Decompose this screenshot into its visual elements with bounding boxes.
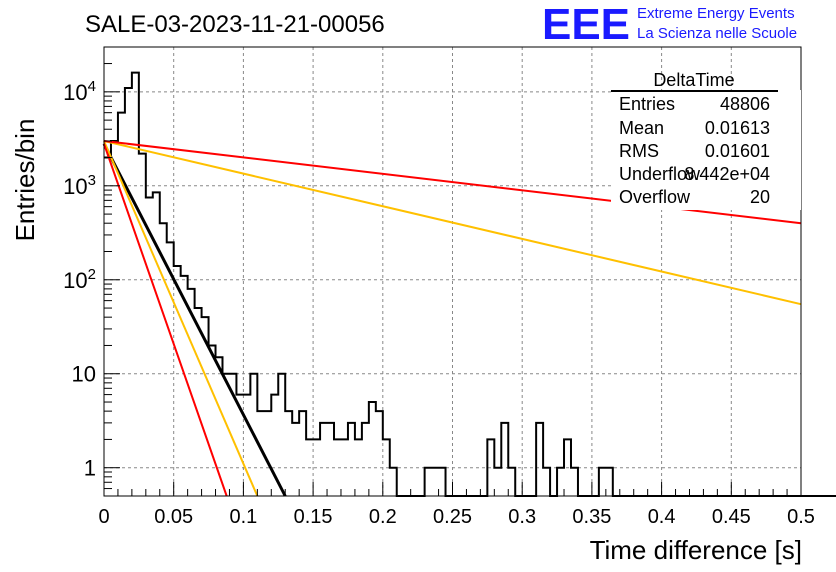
x-tick-label: 0.15: [294, 506, 333, 528]
fit-curve-2: [103, 143, 228, 497]
fit-curve-1: [103, 140, 259, 497]
stats-box-background: [611, 90, 801, 210]
stats-value-underflow: 8.442e+04: [684, 164, 770, 184]
fit-curves: [102, 139, 802, 497]
x-tick-label: 0.45: [712, 506, 751, 528]
fit-curve-0: [102, 143, 287, 497]
eee-logo-mark: EEE: [542, 0, 630, 49]
x-tick-label: 0.1: [229, 506, 257, 528]
y-tick-label: 102: [63, 266, 96, 293]
y-tick-label: 10: [72, 362, 96, 387]
logo-line-2: La Scienza nelle Scuole: [637, 25, 797, 42]
stats-label-rms: RMS: [619, 141, 659, 161]
stats-box-title: DeltaTime: [653, 70, 734, 90]
y-tick-label: 1: [84, 456, 96, 481]
x-axis-label: Time difference [s]: [590, 535, 802, 565]
y-axis: 1 10 102 103 104: [63, 46, 120, 497]
x-tick-label: 0.3: [508, 506, 536, 528]
stats-label-overflow: Overflow: [619, 187, 691, 207]
x-tick-label: 0.25: [433, 506, 472, 528]
x-tick-label: 0: [98, 506, 109, 528]
stats-box: DeltaTime Entries 48806 Mean 0.01613 RMS…: [611, 70, 801, 210]
x-tick-label: 0.2: [369, 506, 397, 528]
stats-label-underflow: Underflow: [619, 164, 701, 184]
eee-logo: EEE Extreme Energy Events La Scienza nel…: [542, 0, 797, 49]
logo-line-1: Extreme Energy Events: [637, 5, 795, 22]
y-tick-label: 104: [63, 78, 96, 105]
stats-value-mean: 0.01613: [705, 118, 770, 138]
x-tick-label: 0.5: [787, 506, 815, 528]
stats-label-mean: Mean: [619, 118, 664, 138]
stats-value-entries: 48806: [720, 94, 770, 114]
chart-title: SALE-03-2023-11-21-00056: [85, 11, 385, 38]
stats-label-entries: Entries: [619, 94, 675, 114]
x-tick-label: 0.05: [154, 506, 193, 528]
y-axis-label: Entries/bin: [10, 119, 40, 242]
fit-curve-3: [103, 139, 802, 306]
x-tick-label: 0.35: [572, 506, 611, 528]
y-tick-label: 103: [63, 172, 96, 199]
stats-value-rms: 0.01601: [705, 141, 770, 161]
x-tick-label: 0.4: [648, 506, 676, 528]
stats-value-overflow: 20: [750, 187, 770, 207]
